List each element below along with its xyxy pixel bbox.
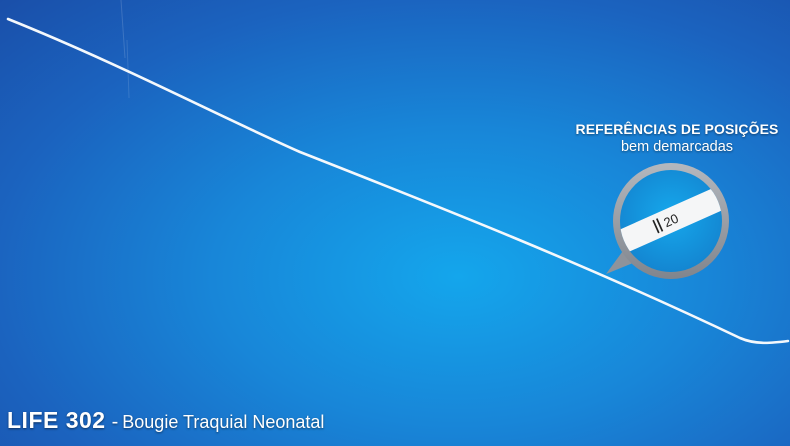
bougie-closeup: [620, 184, 722, 256]
bougie-image: [6, 17, 790, 345]
depth-mark: [652, 219, 660, 234]
depth-mark-label: 20: [661, 211, 680, 231]
model-name: LIFE 302: [7, 407, 106, 433]
depth-mark: [656, 218, 664, 232]
light-streak: [126, 39, 130, 99]
callout-title: REFERÊNCIAS DE POSIÇÕES: [575, 121, 779, 137]
product-name: Bougie Traquial Neonatal: [122, 412, 325, 432]
magnifier-callout: 20: [606, 163, 729, 279]
caption-separator: -: [111, 411, 119, 433]
light-streak: [120, 0, 126, 59]
product-caption: LIFE 302- Bougie Traquial Neonatal: [7, 407, 324, 434]
callout-subtitle: bem demarcadas: [620, 139, 734, 155]
